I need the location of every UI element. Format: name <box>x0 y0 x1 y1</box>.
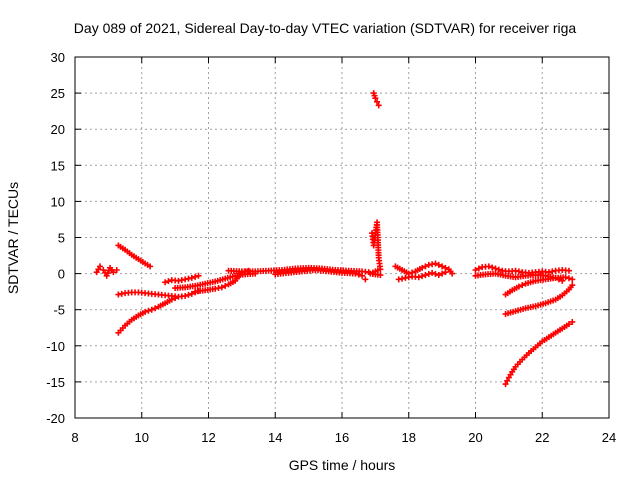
data-point <box>182 292 189 299</box>
data-point <box>192 273 199 280</box>
data-point <box>355 271 362 278</box>
x-tick-label: 14 <box>268 430 282 445</box>
plot-border <box>74 56 610 419</box>
y-tick-label: -15 <box>46 375 65 390</box>
data-point <box>377 272 384 279</box>
data-point <box>362 276 369 283</box>
data-point <box>502 381 509 388</box>
data-point <box>504 377 511 384</box>
data-point <box>218 284 225 291</box>
data-point <box>565 275 572 282</box>
data-point <box>142 308 149 315</box>
x-tick-label: 8 <box>71 430 78 445</box>
data-point <box>472 266 479 273</box>
y-tick-label: 5 <box>58 231 65 246</box>
data-point <box>569 282 576 289</box>
data-point <box>435 272 442 279</box>
data-point <box>145 307 152 314</box>
data-point <box>419 264 426 271</box>
data-point <box>165 278 172 285</box>
data-point <box>375 102 382 109</box>
x-tick-label: 12 <box>201 430 215 445</box>
y-tick-label: 10 <box>51 194 65 209</box>
data-point <box>162 279 169 286</box>
data-point <box>185 291 192 298</box>
data-point <box>435 261 442 268</box>
data-point <box>422 272 429 279</box>
y-tick-label: 0 <box>58 267 65 282</box>
data-point <box>425 270 432 277</box>
data-point <box>495 266 502 273</box>
data-point <box>415 274 422 281</box>
data-point <box>559 277 566 284</box>
data-point <box>195 272 202 279</box>
data-point <box>359 272 366 279</box>
data-point <box>110 269 117 276</box>
data-point <box>565 267 572 274</box>
data-point <box>172 295 179 302</box>
x-tick-label: 10 <box>135 430 149 445</box>
data-point <box>565 321 572 328</box>
y-tick-label: -10 <box>46 339 65 354</box>
data-point <box>152 305 159 312</box>
y-tick-label: 15 <box>51 158 65 173</box>
data-point <box>562 274 569 281</box>
x-tick-label: 18 <box>402 430 416 445</box>
data-point <box>188 290 195 297</box>
data-point <box>97 263 104 270</box>
data-point <box>439 263 446 270</box>
x-tick-label: 16 <box>335 430 349 445</box>
data-point <box>429 269 436 276</box>
x-tick-label: 20 <box>468 430 482 445</box>
data-point <box>222 282 229 289</box>
data-point <box>148 306 155 313</box>
data-point <box>432 260 439 267</box>
data-point <box>432 270 439 277</box>
y-tick-label: 25 <box>51 86 65 101</box>
y-tick-label: 20 <box>51 122 65 137</box>
data-point <box>352 270 359 277</box>
data-point <box>422 263 429 270</box>
data-point <box>485 263 492 270</box>
y-tick-label: -5 <box>53 303 65 318</box>
data-point <box>489 264 496 271</box>
data-point <box>515 283 522 290</box>
data-point <box>419 273 426 280</box>
data-point <box>372 95 379 102</box>
x-tick-label: 22 <box>535 430 549 445</box>
data-points <box>93 90 576 388</box>
data-point <box>168 296 175 303</box>
data-point <box>569 276 576 283</box>
grid-lines <box>74 56 610 419</box>
data-point <box>147 263 154 270</box>
y-tick-label: -20 <box>46 411 65 426</box>
data-point <box>519 282 526 289</box>
data-point <box>374 98 381 105</box>
x-tick-label: 24 <box>602 430 616 445</box>
chart-title: Day 089 of 2021, Sidereal Day-to-day VTE… <box>74 20 577 36</box>
data-point <box>492 265 499 272</box>
data-point <box>442 269 449 276</box>
data-point <box>188 274 195 281</box>
x-axis-label: GPS time / hours <box>289 457 396 473</box>
data-point <box>439 270 446 277</box>
data-point <box>475 265 482 272</box>
data-point <box>449 270 456 277</box>
data-point <box>569 318 576 325</box>
y-tick-label: 30 <box>51 50 65 65</box>
tick-labels: 8 10 12 14 16 18 20 22 24 -20 -15 -10 -5 0 5 10 15 20 25 30 <box>46 50 616 445</box>
y-axis-label: SDTVAR / TECUs <box>5 182 21 294</box>
data-point <box>113 266 120 273</box>
